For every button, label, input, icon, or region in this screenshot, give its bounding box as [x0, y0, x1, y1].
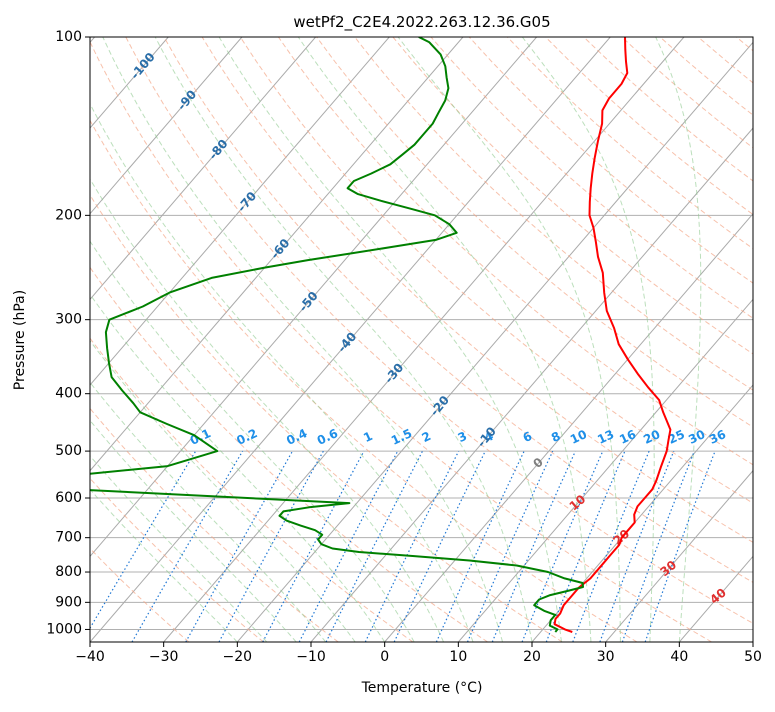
y-tick-label: 100 [55, 29, 82, 45]
x-tick-label: −40 [75, 649, 105, 665]
x-tick-label: 0 [380, 649, 389, 665]
y-tick-label: 300 [55, 312, 82, 328]
x-tick-label: −10 [296, 649, 326, 665]
x-tick-label: 20 [523, 649, 541, 665]
y-tick-label: 600 [55, 490, 82, 506]
x-tick-label: 10 [449, 649, 467, 665]
x-tick-label: −30 [149, 649, 179, 665]
x-tick-label: 50 [744, 649, 762, 665]
x-tick-label: 30 [597, 649, 615, 665]
x-tick-label: 40 [670, 649, 688, 665]
y-tick-label: 400 [55, 386, 82, 402]
y-tick-label: 200 [55, 207, 82, 223]
chart-title: wetPf2_C2E4.2022.263.12.36.G05 [293, 13, 550, 32]
y-axis-label: Pressure (hPa) [12, 290, 28, 390]
x-axis-label: Temperature (°C) [361, 680, 483, 696]
y-tick-label: 800 [55, 564, 82, 580]
y-tick-label: 700 [55, 530, 82, 546]
x-tick-label: −20 [223, 649, 253, 665]
y-tick-label: 1000 [46, 621, 82, 637]
y-tick-label: 900 [55, 594, 82, 610]
y-tick-label: 500 [55, 443, 82, 459]
